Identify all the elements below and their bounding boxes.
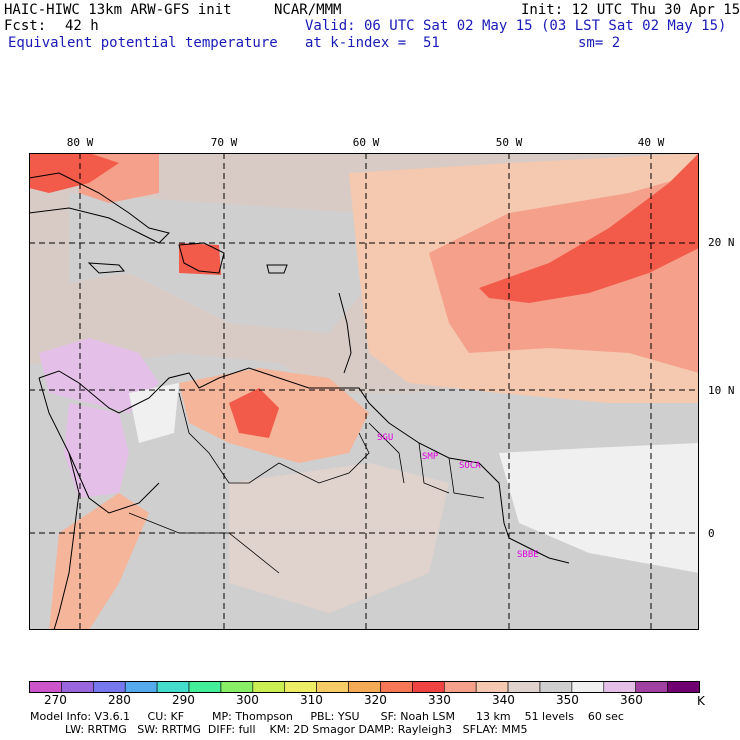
graticule — [29, 153, 699, 630]
field-maximum-northwest — [29, 153, 119, 193]
colorbar-cell — [603, 681, 636, 693]
lat-label: 20 N — [708, 236, 735, 249]
field-region-pacific — [49, 493, 149, 630]
station-label: SBBE — [517, 550, 539, 560]
colorbar-cell — [156, 681, 190, 693]
colorbar-cell — [220, 681, 254, 693]
colorbar-unit: K — [697, 694, 705, 708]
colorbar-cell — [316, 681, 349, 693]
colorbar-label: 270 — [44, 693, 67, 707]
field-name: Equivalent potential temperature — [8, 35, 278, 51]
colorbar-label: 360 — [620, 693, 643, 707]
coastline-lesser-antilles — [338, 292, 352, 374]
colorbar-cell — [93, 681, 126, 693]
coastline-south-america-north — [38, 367, 570, 564]
border-guyana — [368, 422, 405, 484]
field-minimum-caribbean — [39, 338, 159, 413]
colorbar-cell — [443, 681, 477, 693]
coastline-pacific — [38, 377, 80, 631]
border-french-guiana — [448, 457, 485, 499]
colorbar-cell — [252, 681, 286, 693]
colorbar-cell — [412, 681, 445, 693]
station-label: SOCA — [459, 461, 481, 471]
colorbar-cell — [29, 681, 62, 693]
model-info-line2: LW: RRTMG SW: RRTMG DIFF: full KM: 2D Sm… — [30, 723, 528, 736]
colorbar-cell — [284, 681, 317, 693]
lon-label: 50 W — [496, 136, 523, 149]
fcst-label: Fcst: — [4, 18, 47, 34]
lon-label-strip: 80 W 70 W 60 W 50 W 40 W — [67, 136, 665, 149]
colorbar-label: 310 — [300, 693, 323, 707]
model-title: HAIC-HIWC 13km ARW-GFS init — [4, 2, 232, 18]
border-suriname — [418, 442, 450, 494]
colorbar — [29, 681, 700, 693]
init-time: Init: 12 UTC Thu 30 Apr 15 — [521, 2, 740, 18]
lat-label: 0 — [708, 527, 715, 540]
k-index: at k-index = 51 — [305, 35, 440, 51]
colorbar-label: 340 — [492, 693, 515, 707]
fcst-value: 42 h — [65, 18, 99, 34]
field-maximum-venezuela — [229, 388, 279, 438]
colorbar-cells — [29, 681, 700, 693]
station-label: SMP — [422, 452, 439, 462]
colorbar-label: 320 — [364, 693, 387, 707]
map-frame — [29, 153, 699, 630]
colorbar-cell — [635, 681, 668, 693]
colorbar-cell — [571, 681, 605, 693]
colorbar-label: 350 — [556, 693, 579, 707]
field-region-white-west — [129, 383, 179, 443]
colorbar-cell — [539, 681, 573, 693]
model-info-line1: Model Info: V3.6.1 CU: KF MP: Thompson P… — [30, 710, 624, 723]
lat-label: 10 N — [708, 384, 735, 397]
colorbar-cell — [124, 681, 158, 693]
coastline-colombia — [68, 452, 160, 514]
colorbar-cell — [475, 681, 509, 693]
colorbar-cell — [188, 681, 222, 693]
field-region-white — [499, 443, 699, 573]
colorbar-cell — [667, 681, 700, 693]
valid-time: Valid: 06 UTC Sat 02 May 15 (03 LST Sat … — [305, 18, 727, 34]
org-label: NCAR/MMM — [274, 2, 342, 18]
coastline-puerto-rico — [266, 264, 288, 274]
colorbar-cell — [507, 681, 541, 693]
coastline-jamaica — [87, 262, 126, 274]
lon-label: 40 W — [638, 136, 665, 149]
colorbar-frame — [29, 681, 700, 693]
colorbar-label: 300 — [236, 693, 259, 707]
colorbar-cell — [348, 681, 381, 693]
colorbar-cell — [380, 681, 413, 693]
station-label: SGU — [377, 433, 393, 443]
lon-label: 80 W — [67, 136, 94, 149]
field-region-amazon — [229, 463, 449, 613]
lat-label-strip: 20 N 10 N 0 — [708, 236, 735, 540]
lon-label: 70 W — [211, 136, 238, 149]
coastline-cuba — [28, 172, 170, 244]
colorbar-label: 330 — [428, 693, 451, 707]
smoothing: sm= 2 — [578, 35, 621, 51]
coastlines — [28, 172, 570, 631]
field-maximum-east — [479, 153, 699, 303]
border-colombia-venezuela — [178, 392, 280, 484]
equivalent-potential-temperature-map: SGU SMP SOCA SBBE — [28, 153, 699, 631]
map-panel[interactable]: SGU SMP SOCA SBBE — [28, 153, 699, 631]
lon-label: 60 W — [353, 136, 380, 149]
field-maximum-hispaniola — [179, 243, 221, 275]
colorbar-label: 290 — [172, 693, 195, 707]
colorbar-cell — [61, 681, 94, 693]
colorbar-label: 280 — [108, 693, 131, 707]
